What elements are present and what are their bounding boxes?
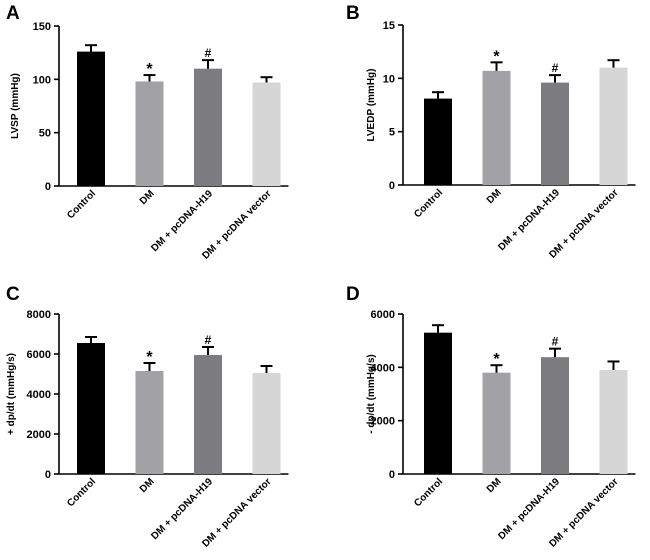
bar-1	[424, 98, 452, 185]
y-tick-label: 6000	[371, 309, 395, 321]
bar-2	[482, 372, 511, 474]
y-tick-label: 0	[45, 469, 51, 481]
y-tick-label: 0	[45, 181, 51, 193]
y-tick-label: 50	[39, 128, 51, 140]
bar-1	[77, 51, 105, 186]
y-tick-label: 150	[33, 21, 51, 33]
panel-b: B 0 5 10 15 LVEDP (mmHg) Control * DM # DM + pcDNA…	[346, 3, 636, 261]
y-tick-label: 0	[389, 469, 395, 481]
y-tick-label: 6000	[27, 349, 51, 361]
x-tick-label: DM	[138, 476, 157, 495]
significance-hash: #	[552, 335, 559, 349]
y-tick-label: 2000	[27, 429, 51, 441]
y-tick-label: 100	[33, 74, 51, 86]
significance-hash: #	[552, 61, 559, 75]
bar-2	[135, 81, 164, 186]
y-tick-label: 8000	[27, 309, 51, 321]
panel-c: C 0 2000 4000 6000 8000 + dp/dt (mmHg/s) Contro…	[6, 284, 289, 550]
bar-1	[77, 343, 105, 474]
x-tick-label: Control	[65, 476, 98, 509]
x-tick-label: DM	[138, 188, 157, 207]
y-tick-label: 15	[383, 20, 395, 32]
y-axis-title: LVEDP (mmHg)	[366, 69, 377, 142]
y-tick-label: 2000	[371, 416, 395, 428]
panel-letter: A	[6, 3, 20, 24]
panel-a: A 0 50 100 150 LVSP (mmHg) Control * DM # DM + pcD…	[6, 3, 289, 262]
x-tick-label: Control	[65, 188, 98, 221]
bar-3	[541, 357, 569, 474]
bar-4	[252, 82, 281, 186]
bar-2	[135, 371, 164, 474]
x-tick-label: DM	[485, 476, 504, 495]
y-tick-label: 5	[389, 127, 395, 139]
bar-4	[252, 373, 281, 474]
significance-asterisk: *	[146, 61, 153, 78]
x-tick-label: Control	[412, 187, 445, 220]
bar-1	[424, 332, 452, 474]
panel-letter: D	[346, 284, 360, 305]
significance-asterisk: *	[493, 351, 500, 368]
panel-d: D 0 2000 4000 6000 - dp/dt (mmHg/s) Control * DM…	[346, 284, 636, 550]
bar-3	[194, 68, 222, 186]
y-axis-title: + dp/dt (mmHg/s)	[6, 353, 17, 435]
y-axis-title: LVSP (mmHg)	[10, 73, 21, 139]
y-tick-label: 4000	[27, 389, 51, 401]
x-tick-label: DM + pcDNA-H19	[496, 476, 562, 542]
x-tick-label: Control	[412, 476, 445, 509]
y-tick-label: 10	[383, 73, 395, 85]
y-tick-label: 0	[389, 180, 395, 192]
y-tick-label: 4000	[371, 362, 395, 374]
significance-asterisk: *	[493, 48, 500, 65]
x-tick-label: DM + pcDNA-H19	[149, 188, 215, 254]
bar-2	[482, 70, 511, 185]
bar-3	[541, 82, 569, 185]
bar-4	[599, 370, 628, 474]
panel-letter: B	[346, 3, 360, 24]
y-axis-title: - dp/dt (mmHg/s)	[366, 354, 377, 433]
panel-letter: C	[6, 284, 20, 305]
x-tick-label: DM + pcDNA-H19	[149, 476, 215, 542]
x-tick-label: DM + pcDNA-H19	[496, 187, 562, 253]
significance-hash: #	[205, 46, 212, 60]
significance-asterisk: *	[146, 349, 153, 366]
x-tick-label: DM	[485, 187, 504, 206]
bar-3	[194, 355, 222, 474]
bar-4	[599, 67, 628, 185]
significance-hash: #	[205, 333, 212, 347]
